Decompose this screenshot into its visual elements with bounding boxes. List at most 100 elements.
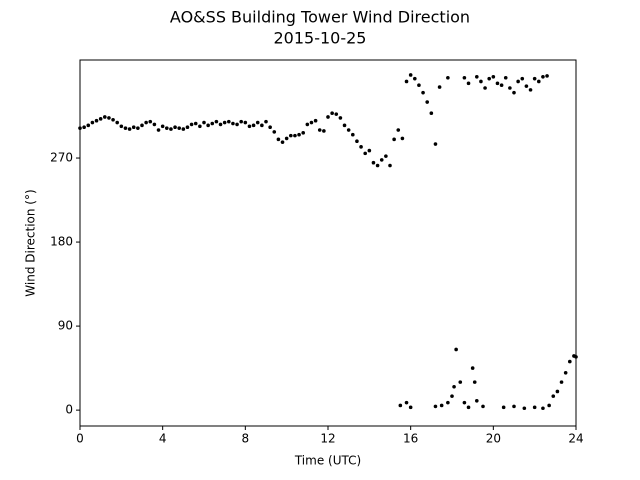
data-point — [541, 75, 545, 79]
data-point — [131, 125, 136, 130]
data-point — [198, 124, 202, 129]
data-point — [144, 120, 148, 125]
data-point — [309, 120, 314, 125]
data-point — [247, 124, 252, 129]
data-point — [545, 74, 549, 78]
y-tick-label: 270 — [50, 151, 73, 165]
data-point — [214, 119, 219, 124]
data-point — [479, 79, 483, 84]
data-point — [289, 133, 293, 138]
data-point — [388, 163, 392, 168]
data-point — [210, 121, 215, 126]
data-point — [563, 370, 568, 375]
data-point — [559, 380, 564, 384]
data-point — [396, 128, 401, 132]
data-point — [508, 86, 512, 90]
data-point — [140, 123, 144, 128]
data-point — [454, 347, 458, 352]
data-point — [367, 148, 372, 153]
data-point — [483, 86, 487, 90]
data-point — [551, 394, 556, 398]
data-point — [334, 112, 339, 116]
data-point — [528, 88, 533, 92]
data-point — [425, 100, 430, 104]
data-point — [439, 403, 444, 408]
data-point — [305, 122, 310, 127]
data-point — [351, 132, 355, 137]
data-point — [433, 404, 438, 409]
data-point — [446, 400, 450, 405]
data-point — [512, 404, 516, 409]
data-point — [177, 126, 181, 130]
data-point — [481, 404, 485, 409]
data-point — [119, 124, 124, 129]
y-tick-label: 180 — [50, 235, 73, 249]
data-point — [330, 111, 334, 116]
data-point — [189, 122, 194, 127]
data-point — [404, 79, 409, 84]
data-point — [433, 142, 438, 146]
data-point — [222, 120, 227, 125]
data-point — [136, 126, 140, 130]
data-point — [152, 122, 157, 127]
data-point — [417, 83, 421, 88]
data-point — [462, 75, 467, 80]
data-point — [421, 90, 425, 95]
data-point — [227, 119, 231, 124]
chart-title: AO&SS Building Tower Wind Direction — [170, 8, 470, 27]
data-point — [541, 406, 545, 411]
data-point — [363, 151, 368, 156]
data-point — [458, 380, 463, 384]
data-point — [255, 120, 260, 125]
data-point — [568, 359, 572, 364]
x-tick-label: 16 — [403, 432, 418, 446]
data-point — [408, 73, 413, 77]
data-point — [239, 119, 243, 124]
y-axis-label: Wind Direction (°) — [24, 189, 38, 296]
y-tick-label: 0 — [65, 403, 73, 417]
data-point — [301, 131, 306, 135]
data-point — [231, 121, 235, 126]
data-point — [512, 90, 516, 95]
data-point — [466, 405, 471, 410]
data-point — [446, 75, 450, 80]
data-point — [491, 75, 496, 79]
data-point — [413, 76, 417, 81]
data-point — [322, 129, 326, 133]
x-tick-label: 4 — [159, 432, 167, 446]
data-point — [532, 405, 537, 410]
data-point — [338, 116, 343, 120]
data-point — [520, 76, 525, 81]
data-point — [160, 124, 165, 129]
data-point — [264, 119, 268, 124]
data-point — [127, 127, 132, 131]
data-point — [326, 115, 330, 119]
data-point — [317, 128, 322, 132]
data-point — [90, 120, 95, 125]
data-point — [148, 119, 153, 124]
data-point — [98, 117, 103, 121]
data-point — [499, 83, 504, 88]
data-point — [574, 355, 578, 359]
data-point — [532, 76, 537, 81]
data-point — [371, 160, 376, 165]
x-tick-label: 24 — [568, 432, 583, 446]
data-point — [111, 117, 115, 122]
data-point — [375, 163, 380, 168]
data-point — [537, 79, 541, 84]
data-point — [384, 154, 388, 158]
data-point — [156, 128, 161, 132]
data-point — [297, 132, 301, 137]
data-point — [293, 133, 297, 138]
data-point — [276, 137, 281, 142]
plot-frame — [79, 59, 577, 427]
x-axis-label: Time (UTC) — [294, 454, 361, 468]
data-point — [408, 405, 413, 410]
x-tick-label: 20 — [486, 432, 501, 446]
data-point — [547, 403, 551, 408]
y-tick-label: 90 — [58, 319, 73, 333]
data-point — [115, 120, 119, 125]
data-point — [472, 380, 477, 384]
